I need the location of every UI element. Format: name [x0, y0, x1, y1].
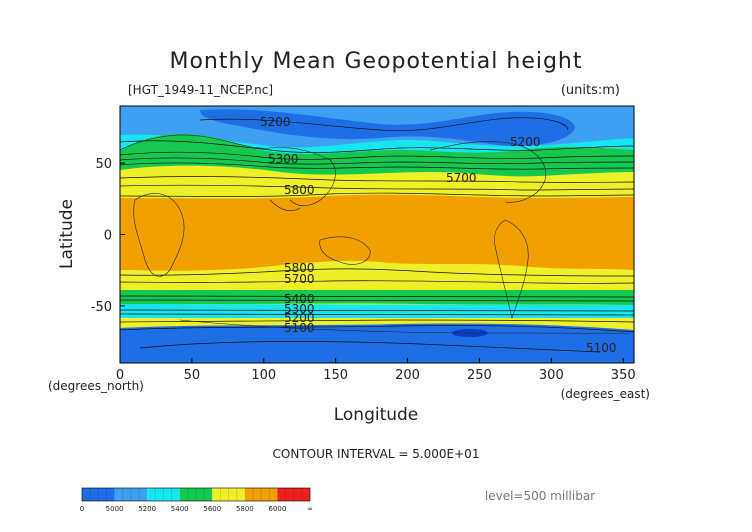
colorbar-swatch: [147, 488, 180, 501]
band-tropical-6000: [120, 194, 634, 271]
contour-label: 5200: [284, 311, 315, 325]
contour-label: 5800: [284, 261, 315, 275]
y-axis: 50 0 -50: [91, 157, 125, 315]
colorbar-tick-label: 0: [80, 505, 84, 513]
contour-lines-south: [120, 268, 634, 353]
x-unit-note: (degrees_east): [561, 387, 650, 401]
colorbar-swatch: [114, 488, 148, 501]
band-south-5800: [120, 263, 634, 292]
contour-label: 5100: [586, 341, 617, 355]
x-tick-label: 200: [395, 368, 420, 383]
colorbar-swatch: [179, 488, 213, 501]
level-label: level=500 millibar: [485, 489, 595, 503]
contour-label: 5800: [284, 183, 315, 197]
y-axis-label: Latitude: [57, 199, 77, 269]
colorbar-tick-label: 5000: [106, 505, 124, 513]
x-tick-label: 300: [539, 368, 564, 383]
x-tick-label: 0: [116, 368, 124, 383]
y-tick-label: -50: [91, 300, 112, 315]
colorbar-tick-label: 5800: [236, 505, 254, 513]
contour-label: 5200: [260, 115, 291, 129]
colorbar-swatch: [212, 488, 245, 501]
contour-lines-north: [120, 117, 634, 197]
colorbar-swatch: [244, 488, 278, 501]
chart-title: Monthly Mean Geopotential height: [169, 49, 582, 74]
colorbar-tick-label: 5400: [171, 505, 189, 513]
x-tick-label: 50: [184, 368, 201, 383]
low-center-north: [200, 109, 575, 147]
contour-labels: 5200 5200 5300 5700 5800 5800 5700 5400 …: [260, 115, 617, 355]
x-tick-label: 150: [323, 368, 348, 383]
contour-interval-text: CONTOUR INTERVAL = 5.000E+01: [273, 447, 480, 461]
x-axis: 0 50 100 150 200 250 300 350: [116, 358, 636, 383]
band-south-5000: [120, 323, 634, 363]
colorbar: 0 5000 5200 5400 5600 5800 6000 ∞: [80, 487, 313, 513]
y-tick-label: 50: [95, 157, 112, 172]
contour-label: 5100: [284, 321, 315, 335]
contour-label: 5300: [268, 152, 299, 166]
colorbar-swatch: [277, 488, 310, 501]
contour-label: 5700: [284, 272, 315, 286]
colorbar-tick-label: 5200: [138, 505, 156, 513]
contour-label: 5700: [446, 171, 477, 185]
colorbar-swatch: [82, 488, 115, 501]
band-south-5600: [120, 290, 634, 305]
colorbar-tick-label: 5600: [203, 505, 221, 513]
plot-area: 5200 5200 5300 5700 5800 5800 5700 5400 …: [120, 106, 634, 363]
y-unit-note: (degrees_north): [48, 379, 144, 393]
x-tick-label: 100: [251, 368, 276, 383]
units-label: (units:m): [561, 83, 620, 98]
y-tick-label: 0: [104, 229, 112, 244]
colorbar-tick-label: 6000: [269, 505, 287, 513]
source-file-label: [HGT_1949-11_NCEP.nc]: [128, 83, 273, 97]
coastline-outlines: [120, 134, 631, 335]
x-axis-label: Longitude: [334, 405, 419, 425]
colorbar-frame: [81, 487, 311, 502]
colorbar-tick-label: ∞: [307, 505, 313, 513]
contour-label: 5400: [284, 292, 315, 306]
x-tick-label: 350: [611, 368, 636, 383]
contour-label: 5200: [510, 135, 541, 149]
x-tick-label: 250: [467, 368, 492, 383]
contour-label: 5300: [284, 302, 315, 316]
